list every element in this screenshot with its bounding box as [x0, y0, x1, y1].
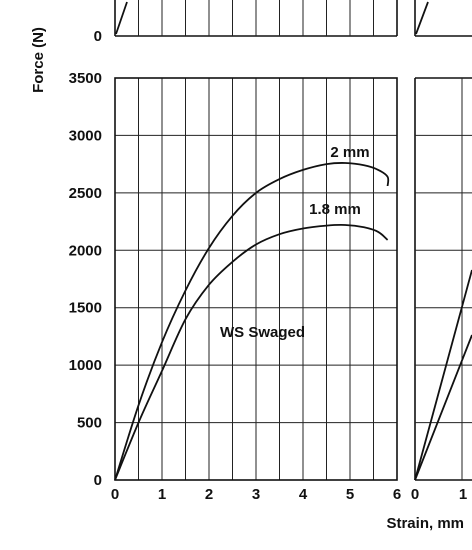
series-layer: 2 mm 1.8 mm [114, 144, 390, 481]
x-axis-label: Strain, mm [386, 515, 464, 532]
series-label-2mm: 2 mm [330, 144, 369, 161]
series-line-0 [114, 162, 390, 481]
top-panel-y-tick-label: 0 [94, 28, 102, 45]
y-tick-label: 500 [77, 415, 102, 432]
y-tick-label: 1500 [69, 300, 102, 317]
series-line-1 [114, 223, 389, 481]
y-tick-label: 3000 [69, 127, 102, 144]
x-tick-label: 4 [299, 486, 308, 503]
right-panel-curve-b [414, 334, 472, 481]
top-panel-fragment: 0 [94, 0, 472, 45]
y-tick-label: 0 [94, 472, 102, 489]
series-label-1-8mm: 1.8 mm [309, 201, 361, 218]
x-tick-label: 3 [252, 486, 260, 503]
x-tick-label: 5 [346, 486, 354, 503]
grid [115, 78, 397, 480]
x-tick-label: 2 [205, 486, 213, 503]
y-tick-label: 3500 [69, 70, 102, 87]
y-tick-label: 1000 [69, 357, 102, 374]
x-tick-label: 6 [393, 486, 401, 503]
tick-labels: 0 500 1000 1500 2000 2500 3000 3500 0 1 2 3 4 5 6 [69, 70, 402, 503]
y-axis-label: Force (N) [30, 27, 47, 93]
right-panel-x-tick-label: 0 [411, 486, 419, 503]
x-tick-label: 1 [158, 486, 166, 503]
top-panel-curve [115, 1, 128, 35]
annotation-ws-swaged: WS Swaged [220, 324, 305, 341]
right-panel-curve-a [414, 269, 472, 481]
plot-frame [114, 77, 398, 481]
right-panel-x-tick-label: 1 [459, 486, 467, 503]
top-right-curve [415, 1, 429, 35]
x-tick-label: 0 [111, 486, 119, 503]
y-tick-label: 2500 [69, 185, 102, 202]
plot-border [114, 77, 398, 481]
y-tick-label: 2000 [69, 242, 102, 259]
